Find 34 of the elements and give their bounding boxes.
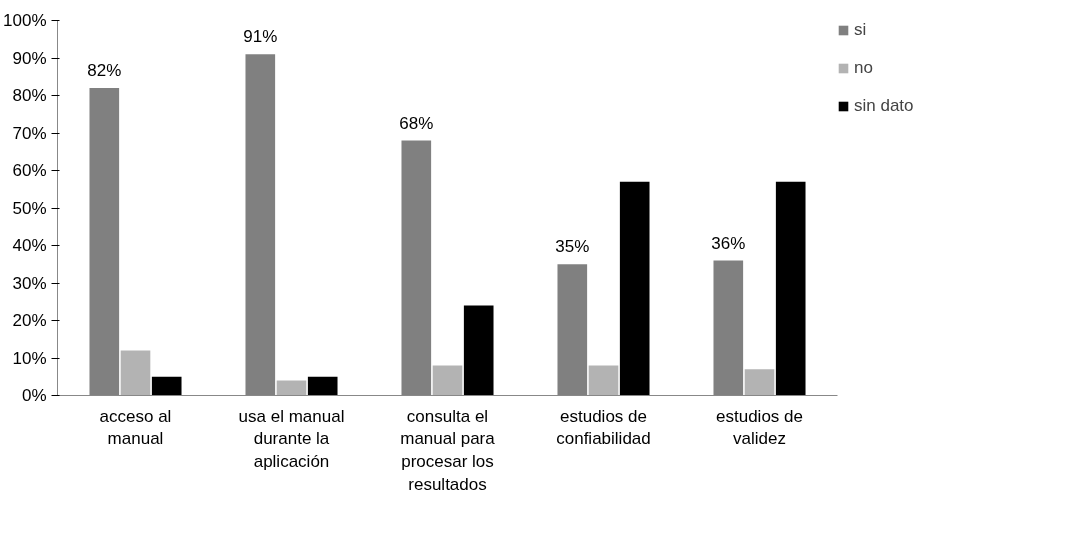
- x-tick-label: estudios de confiabilidad: [556, 406, 651, 449]
- bar: [463, 305, 494, 396]
- y-tick-label: 30%: [12, 273, 47, 293]
- bar: [744, 369, 775, 396]
- y-tick-label: 60%: [12, 161, 47, 180]
- data-label: 82%: [87, 61, 122, 80]
- data-label: 35%: [555, 237, 590, 257]
- y-tick-label: 20%: [12, 311, 47, 330]
- y-tick-label: 10%: [12, 348, 47, 368]
- data-label: 91%: [243, 27, 278, 47]
- bar: [619, 181, 650, 396]
- bar: [276, 380, 307, 396]
- y-tick-label: 50%: [12, 198, 47, 218]
- x-tick-label: consulta el manual para procesar los resultados: [400, 406, 496, 494]
- data-label: 36%: [711, 233, 746, 253]
- y-tick-label: 90%: [12, 48, 47, 68]
- bar: [120, 350, 151, 396]
- bar: [588, 365, 619, 396]
- y-tick-label: 0%: [21, 386, 47, 405]
- x-tick-label: usa el manual durante la aplicación: [238, 406, 345, 472]
- y-tick-label: 70%: [12, 123, 47, 143]
- bar: [307, 376, 338, 396]
- data-label: 68%: [399, 113, 434, 133]
- y-tick-label: 40%: [12, 236, 47, 255]
- y-tick-label: 100%: [3, 11, 47, 30]
- bar: [151, 376, 182, 396]
- bar: [432, 365, 463, 396]
- legend-label: sin dato: [854, 96, 914, 116]
- bar: [775, 181, 806, 396]
- x-tick-label: estudios de validez: [716, 406, 803, 449]
- legend-label: si: [854, 20, 868, 40]
- legend-label: no: [854, 58, 874, 78]
- x-tick-label: acceso al manual: [99, 406, 172, 449]
- y-tick-label: 80%: [12, 86, 47, 105]
